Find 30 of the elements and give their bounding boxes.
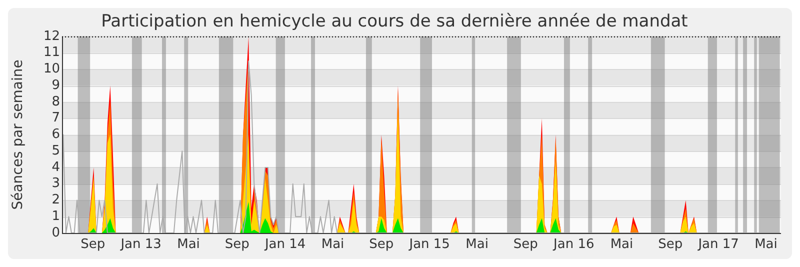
y-tick-label: 8 xyxy=(52,94,60,110)
y-tick-label: 2 xyxy=(52,192,60,208)
x-tick-label: Jan 13 xyxy=(120,237,162,252)
y-axis-title: Séances par semaine xyxy=(10,60,26,210)
x-tick-label: Mai xyxy=(610,237,634,252)
y-tick-label: 10 xyxy=(43,62,60,77)
x-tick-label: Jan 16 xyxy=(552,237,594,252)
y-tick-label: 6 xyxy=(52,127,60,142)
y-tick-label: 3 xyxy=(52,176,60,192)
y-tick-label: 0 xyxy=(52,225,60,240)
chart-title: Participation en hemicycle au cours de sa dernière année de mandat xyxy=(101,12,688,32)
x-tick-label: Jan 14 xyxy=(264,237,306,252)
x-tick-label: Sep xyxy=(513,237,538,252)
x-tick-label: Sep xyxy=(80,237,106,252)
y-tick-label: 11 xyxy=(43,45,60,60)
y-tick-label: 1 xyxy=(52,208,60,224)
x-tick-label: Mai xyxy=(177,237,200,252)
y-tick-label: 7 xyxy=(52,110,60,126)
x-tick-label: Sep xyxy=(369,237,394,252)
y-tick-label: 9 xyxy=(52,78,60,93)
x-tick-label: Sep xyxy=(224,237,250,252)
x-tick-label: Mai xyxy=(754,237,778,252)
x-tick-label: Jan 17 xyxy=(697,237,739,252)
x-tick-label: Mai xyxy=(321,237,344,252)
x-tick-label: Jan 15 xyxy=(408,237,450,252)
y-tick-label: 12 xyxy=(43,28,60,44)
y-tick-label: 4 xyxy=(52,160,60,175)
y-tick-label: 5 xyxy=(52,143,60,158)
x-tick-label: Mai xyxy=(466,237,488,252)
x-tick-label: Sep xyxy=(658,237,683,252)
